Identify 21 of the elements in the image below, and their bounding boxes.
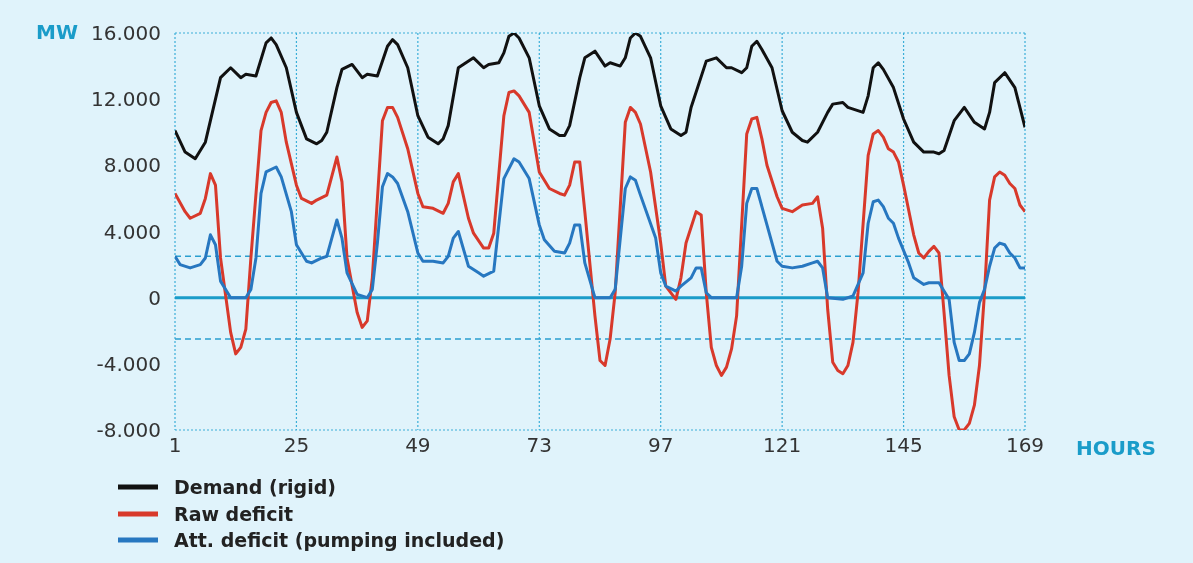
y-tick-label: -8.000 [96,418,161,443]
y-tick-label: 4.000 [103,219,161,244]
y-tick-label: 12.000 [91,87,161,112]
x-tick-label: 145 [884,433,923,458]
x-tick-label: 1 [168,433,182,458]
y-tick-label: -4.000 [96,351,161,376]
legend-label: Demand (rigid) [174,476,336,499]
x-tick-label: 121 [763,433,802,458]
x-tick-label: 73 [526,433,553,458]
x-axis-title: HOURS [1076,436,1156,460]
x-tick-label: 169 [1005,433,1045,458]
y-tick-label: 0 [148,285,161,310]
legend-label: Att. deficit (pumping included) [174,529,505,552]
x-tick-label: 97 [647,433,674,458]
x-tick-label: 49 [405,433,431,458]
x-tick-label: 25 [283,433,310,458]
y-tick-label: 16.000 [91,21,161,46]
line-series [175,157,1025,363]
y-tick-label: 8.000 [103,153,161,178]
legend-label: Raw deficit [174,502,294,525]
y-axis-title: MW [36,20,78,44]
